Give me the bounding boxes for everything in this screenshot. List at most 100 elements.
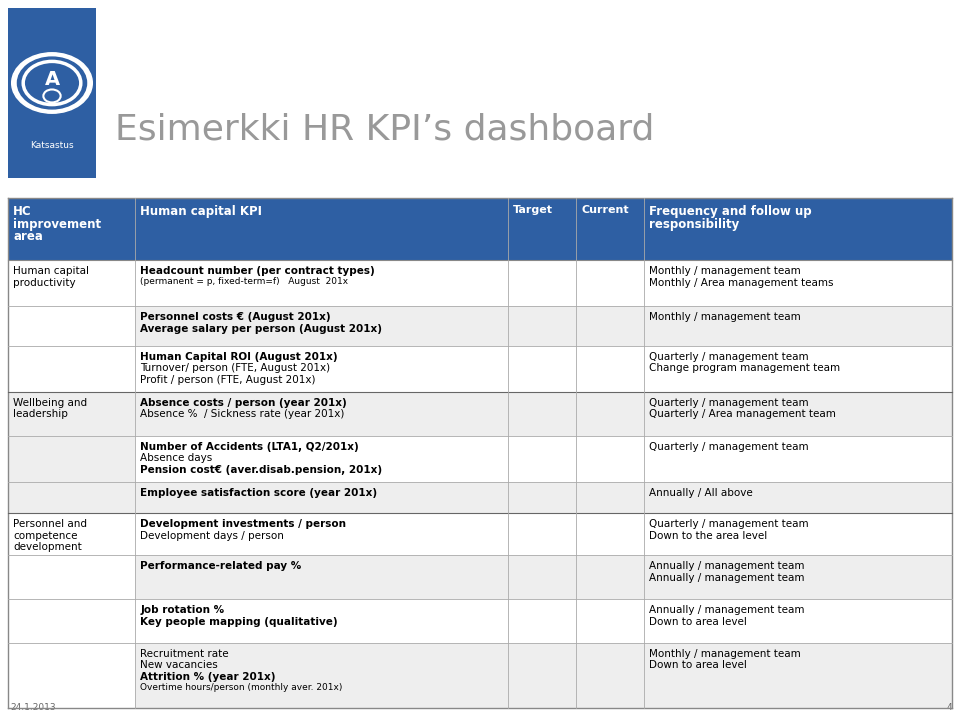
Bar [135,643,509,708]
Text: Quarterly / management team: Quarterly / management team [649,397,809,408]
Text: HC: HC [13,205,32,218]
Bar [135,436,509,482]
Bar [8,260,135,306]
Text: productivity: productivity [13,277,76,287]
Bar [509,555,576,599]
Text: Development investments / person: Development investments / person [140,519,347,529]
Bar [576,346,644,392]
Bar [644,392,952,436]
Bar [8,555,135,599]
Text: Performance-related pay %: Performance-related pay % [140,561,301,571]
Text: Job rotation %: Job rotation % [140,605,225,615]
Text: Wellbeing and: Wellbeing and [13,397,87,408]
Bar [135,482,509,513]
Text: Monthly / Area management teams: Monthly / Area management teams [649,277,833,287]
Text: responsibility: responsibility [649,217,739,230]
Bar [8,513,135,708]
Bar [644,482,952,513]
Text: (permanent = p, fixed-term=f)   August  201x: (permanent = p, fixed-term=f) August 201… [140,277,348,287]
Bar [509,260,576,306]
Bar [8,346,135,392]
Bar [576,198,644,260]
Bar [644,346,952,392]
Bar [644,513,952,555]
Text: Absence costs / person (year 201x): Absence costs / person (year 201x) [140,397,348,408]
Bar [644,599,952,643]
Bar [644,306,952,346]
Bar [576,599,644,643]
Text: 4: 4 [947,703,952,712]
Bar [135,346,509,392]
Bar [8,260,135,392]
Bar [576,392,644,436]
Text: Pension cost€ (aver.disab.pension, 201x): Pension cost€ (aver.disab.pension, 201x) [140,464,383,474]
Bar [576,643,644,708]
Text: Recruitment rate: Recruitment rate [140,649,229,659]
Bar [509,436,576,482]
Bar [576,555,644,599]
Bar [576,306,644,346]
Text: Personnel costs € (August 201x): Personnel costs € (August 201x) [140,312,331,322]
Text: area: area [13,230,43,243]
Bar [135,513,509,555]
Text: 24.1.2013: 24.1.2013 [10,703,56,712]
Text: Frequency and follow up: Frequency and follow up [649,205,812,218]
Text: leadership: leadership [13,409,68,419]
Text: Monthly / management team: Monthly / management team [649,649,801,659]
Text: Headcount number (per contract types): Headcount number (per contract types) [140,266,375,276]
Bar [644,198,952,260]
Text: Katsastus: Katsastus [30,140,74,150]
Text: Quarterly / management team: Quarterly / management team [649,519,809,529]
Bar [576,436,644,482]
Text: Annually / All above: Annually / All above [649,488,753,498]
Bar [509,198,576,260]
Bar [509,482,576,513]
Bar [509,599,576,643]
Bar [8,643,135,708]
Text: Change program management team: Change program management team [649,363,840,373]
Text: Attrition % (year 201x): Attrition % (year 201x) [140,672,276,682]
Text: Annually / management team: Annually / management team [649,605,804,615]
Text: Down to area level: Down to area level [649,660,747,670]
Text: development: development [13,542,82,552]
Text: Profit / person (FTE, August 201x): Profit / person (FTE, August 201x) [140,374,316,384]
Bar [644,555,952,599]
Bar [576,482,644,513]
Text: Absence %  / Sickness rate (year 201x): Absence % / Sickness rate (year 201x) [140,409,345,419]
Text: Target: Target [514,205,553,215]
Text: Quarterly / management team: Quarterly / management team [649,441,809,451]
Text: Annually / management team: Annually / management team [649,561,804,571]
Bar [576,260,644,306]
Text: Esimerkki HR KPI’s dashboard: Esimerkki HR KPI’s dashboard [115,113,655,147]
Text: Employee satisfaction score (year 201x): Employee satisfaction score (year 201x) [140,488,377,498]
Bar [8,392,135,513]
Bar [135,555,509,599]
Text: New vacancies: New vacancies [140,660,218,670]
Text: Number of Accidents (LTA1, Q2/201x): Number of Accidents (LTA1, Q2/201x) [140,441,359,451]
Bar [135,306,509,346]
Bar [509,346,576,392]
Text: A: A [44,70,60,89]
Text: Quarterly / management team: Quarterly / management team [649,351,809,361]
Text: Turnover/ person (FTE, August 201x): Turnover/ person (FTE, August 201x) [140,363,330,373]
Text: competence: competence [13,531,78,541]
Bar [576,513,644,555]
Text: Down to the area level: Down to the area level [649,531,767,541]
Bar [8,599,135,643]
Bar [644,436,952,482]
Bar [8,436,135,482]
Bar [8,482,135,513]
Text: improvement: improvement [13,217,101,230]
Bar [135,599,509,643]
Bar [8,306,135,346]
Bar [135,392,509,436]
Text: Average salary per person (August 201x): Average salary per person (August 201x) [140,323,382,333]
Bar [644,643,952,708]
Text: Annually / management team: Annually / management team [649,572,804,582]
Bar [135,260,509,306]
Text: Human capital KPI: Human capital KPI [140,205,262,218]
Text: Key people mapping (qualitative): Key people mapping (qualitative) [140,616,338,626]
Bar [135,198,509,260]
Text: Monthly / management team: Monthly / management team [649,266,801,276]
Text: Quarterly / Area management team: Quarterly / Area management team [649,409,836,419]
